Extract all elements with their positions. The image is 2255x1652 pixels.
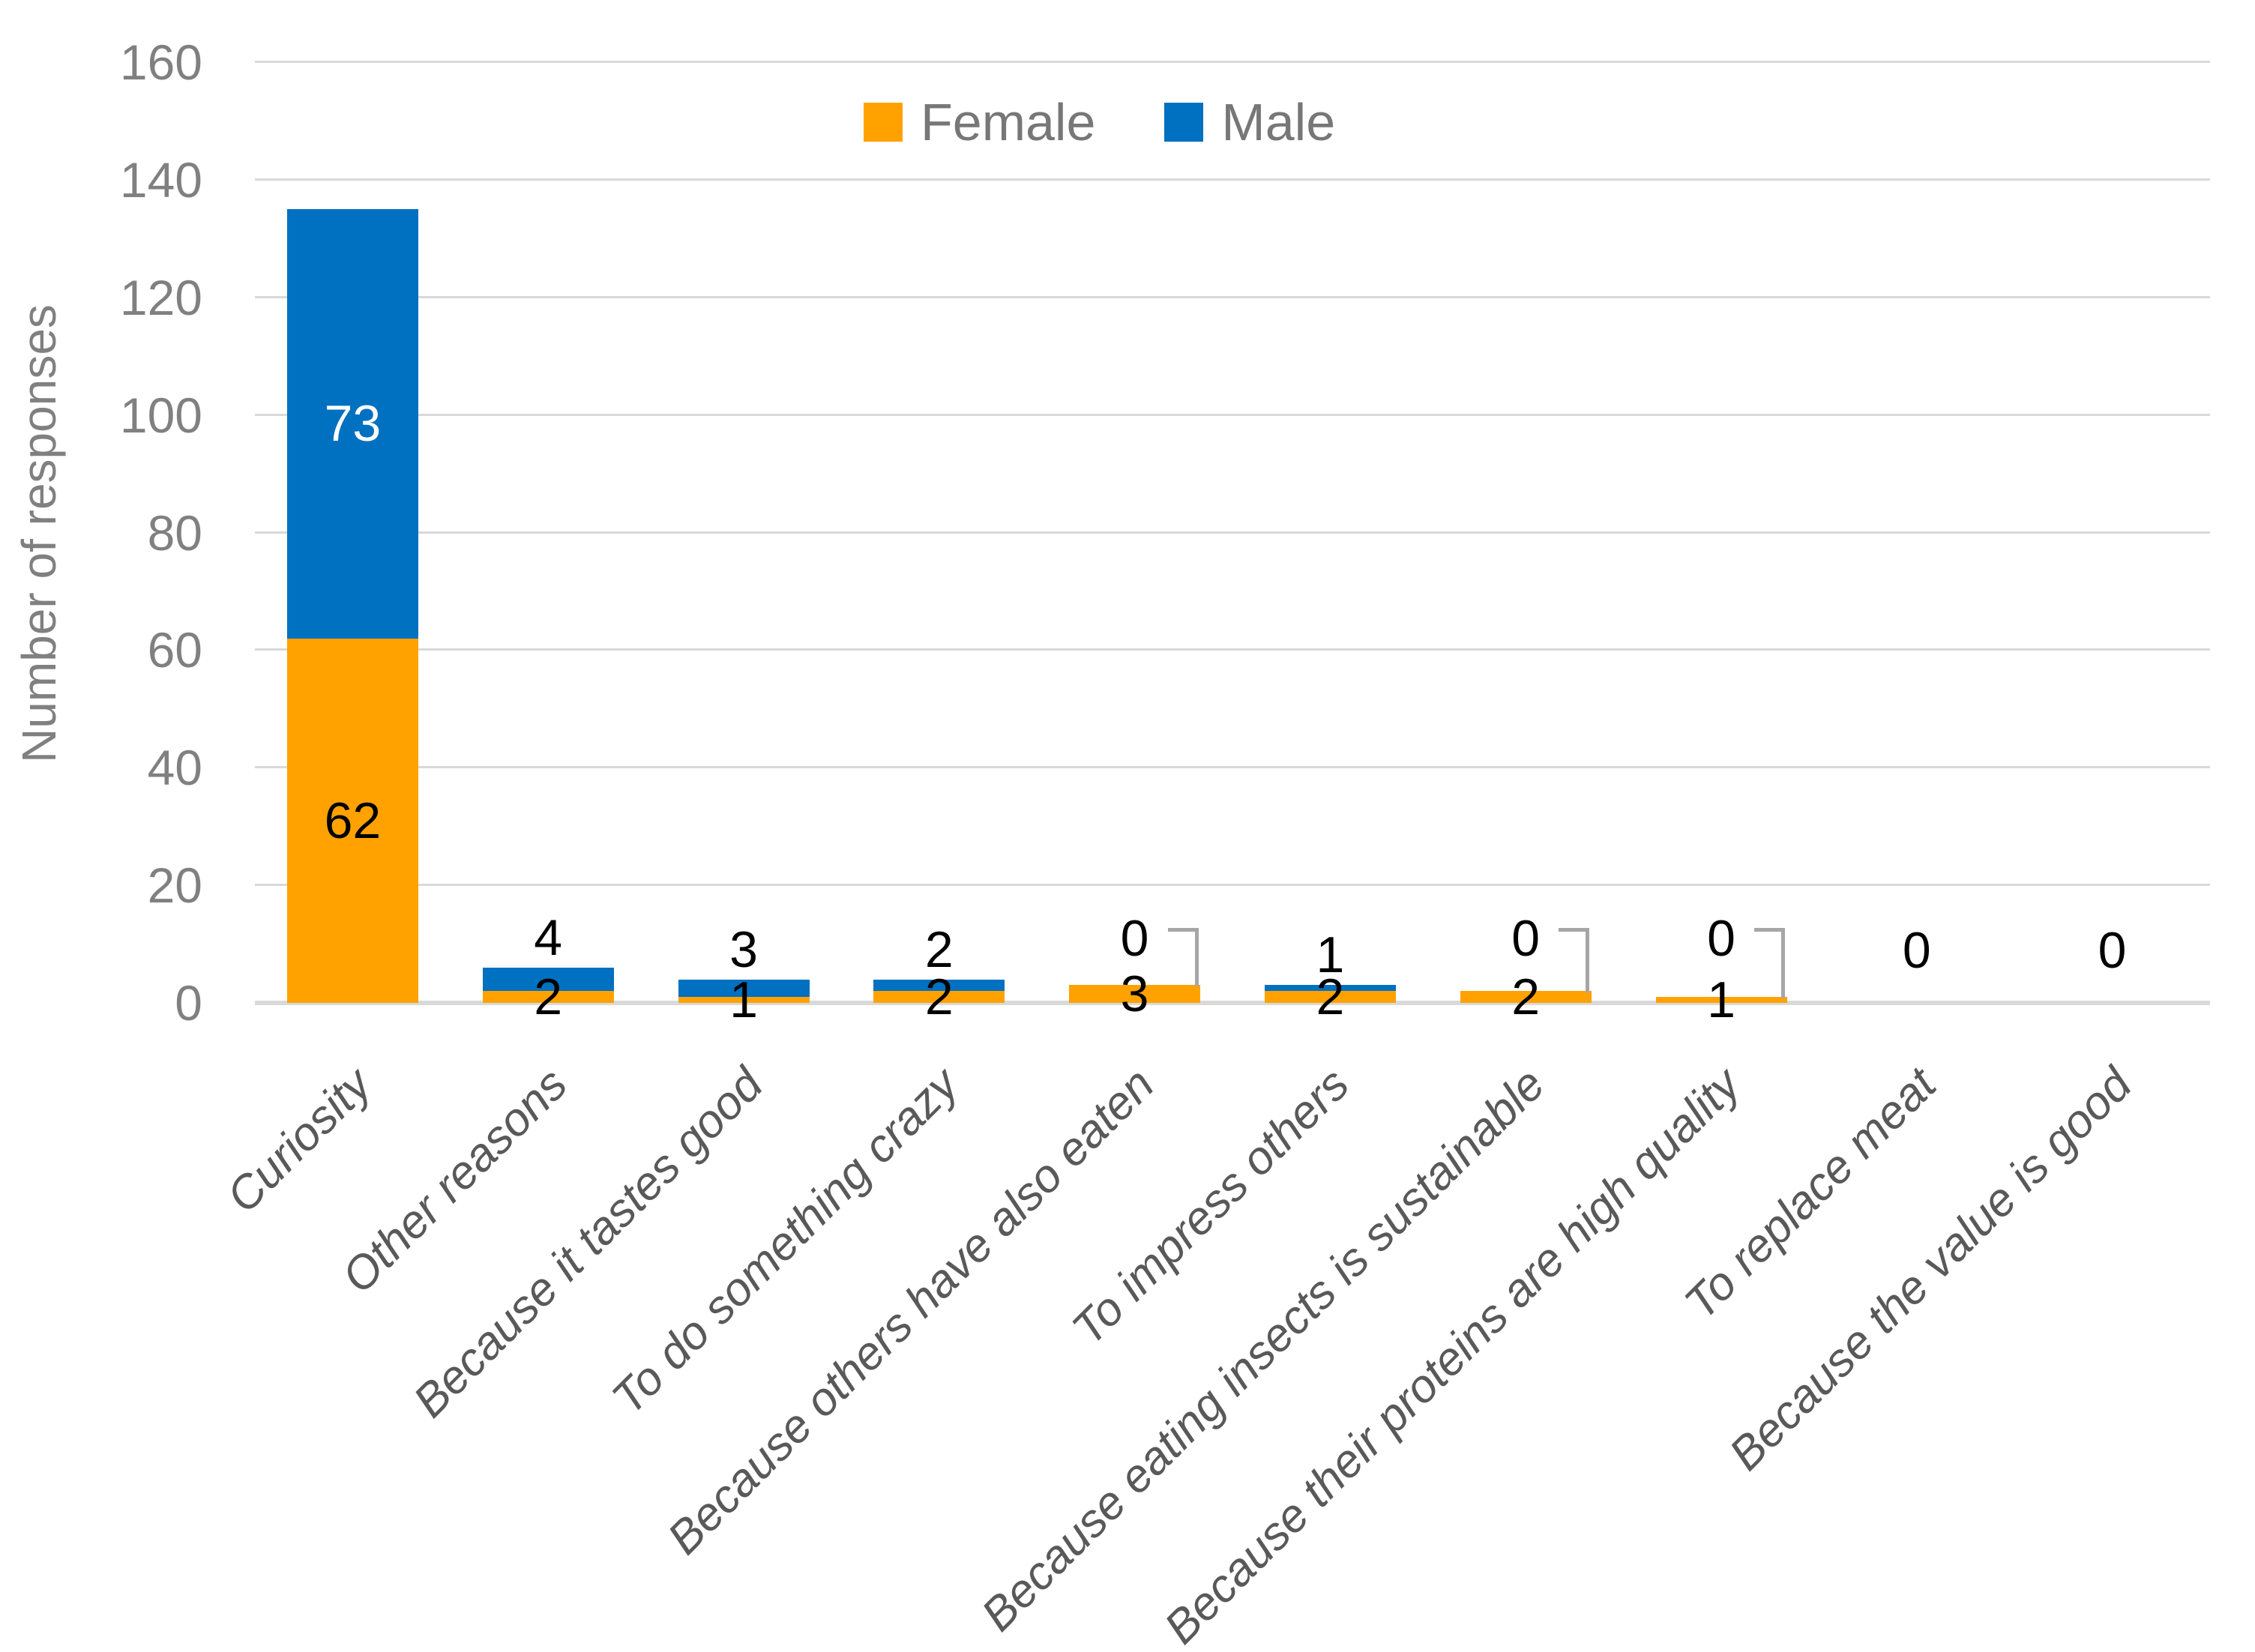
bar-segment-female (1264, 991, 1396, 1003)
data-label-female: 3 (1120, 965, 1149, 1023)
bar-segment-female (286, 638, 418, 1003)
leader-line-vertical (1194, 928, 1199, 987)
gridline (255, 531, 2210, 534)
data-label-male: 1 (1316, 926, 1345, 984)
data-label-male: 2 (924, 920, 954, 978)
gridline (255, 884, 2210, 887)
gridline (255, 295, 2210, 298)
bar-segment-female (482, 991, 614, 1003)
y-tick-label: 60 (147, 622, 202, 678)
legend-label-female: Female (921, 93, 1096, 151)
bar-segment-male (482, 967, 614, 992)
y-tick-label: 140 (119, 151, 202, 208)
leader-line-vertical (1586, 928, 1590, 993)
data-label-male: 0 (1902, 922, 1931, 979)
y-tick-label: 0 (175, 975, 202, 1031)
data-label-male: 0 (2098, 922, 2127, 979)
data-label-male: 0 (1707, 910, 1735, 967)
legend-item-female: Female (864, 96, 1095, 148)
bar-segment-male (1264, 985, 1396, 992)
x-axis-line (255, 1001, 2210, 1005)
leader-line-horizontal (1559, 928, 1589, 932)
legend: Female Male (864, 96, 1335, 148)
legend-swatch-female-icon (864, 103, 903, 142)
data-label-female: 2 (1316, 968, 1345, 1026)
gridline (255, 766, 2210, 769)
leader-line-vertical (1781, 928, 1785, 999)
bar-segment-male (678, 979, 810, 998)
leader-line-horizontal (1167, 928, 1198, 932)
data-label-female: 2 (924, 968, 954, 1026)
bar-segment-male (873, 979, 1005, 992)
data-label-male: 4 (534, 908, 563, 966)
bar-segment-female (1655, 997, 1787, 1003)
y-tick-label: 40 (147, 740, 202, 796)
data-label-female: 2 (1511, 968, 1541, 1026)
y-tick-label: 20 (147, 857, 202, 914)
bar-segment-female (1460, 991, 1592, 1003)
gridline (255, 178, 2210, 181)
y-tick-label: 160 (119, 34, 202, 90)
bar-segment-female (1069, 985, 1201, 1003)
data-label-female: 1 (729, 971, 758, 1029)
data-label-male: 73 (324, 395, 382, 453)
data-label-female: 62 (324, 792, 382, 849)
data-label-female: 1 (1707, 971, 1735, 1029)
data-label-male: 3 (729, 920, 758, 978)
category-label: Because the value is good (1719, 1058, 2142, 1481)
bar-segment-male (286, 209, 418, 639)
y-tick-label: 120 (119, 269, 202, 325)
leader-line-horizontal (1754, 928, 1784, 932)
legend-swatch-male-icon (1164, 103, 1204, 142)
y-tick-label: 80 (147, 504, 202, 561)
gridline (255, 61, 2210, 63)
legend-label-male: Male (1221, 93, 1336, 151)
gridline (255, 413, 2210, 416)
bar-segment-female (873, 991, 1005, 1003)
bar-segment-female (678, 997, 810, 1003)
gridline (255, 648, 2210, 651)
data-label-male: 0 (1511, 910, 1541, 967)
data-label-male: 0 (1120, 910, 1149, 967)
data-label-female: 2 (534, 968, 563, 1026)
legend-item-male: Male (1164, 96, 1335, 148)
y-tick-label: 100 (119, 387, 202, 443)
